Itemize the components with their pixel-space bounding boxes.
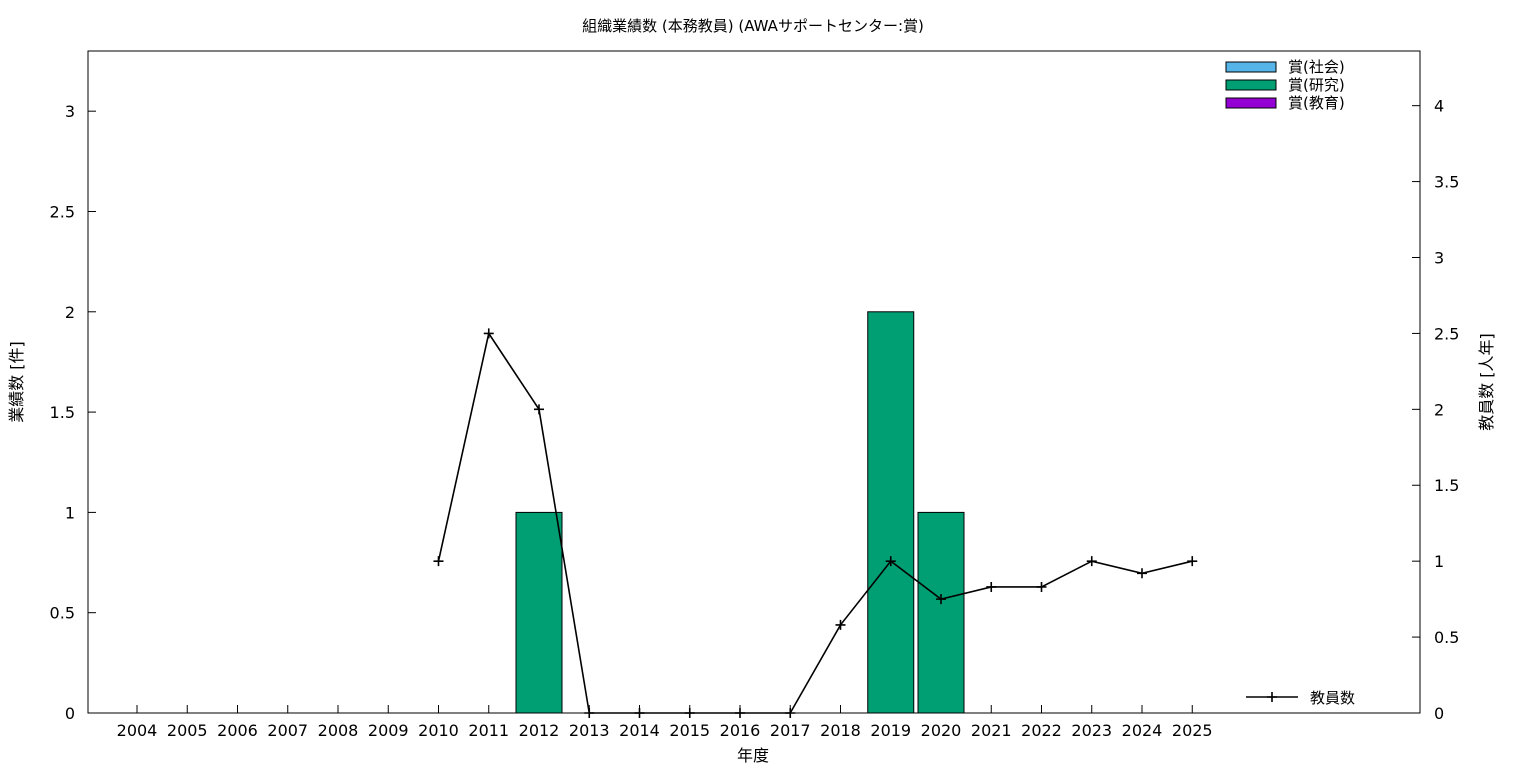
line-series: [433, 328, 1198, 718]
line-path: [437, 331, 1193, 714]
line-point: [835, 619, 846, 630]
y-tick-label: 0: [65, 704, 75, 723]
y-tick-label: 0.5: [50, 604, 75, 623]
y2-tick-label: 1: [1434, 552, 1444, 571]
line-point: [1086, 556, 1097, 567]
line-point: [1187, 556, 1198, 567]
legend-swatch: [1225, 61, 1277, 73]
y-tick-label: 2.5: [50, 202, 75, 221]
x-tick-label: 2019: [870, 721, 911, 740]
x-tick-label: 2015: [669, 721, 710, 740]
x-axis: 2004 2005 2006 2007 2008 2009 2010 2011 2012 2013…: [117, 705, 1213, 740]
y2-tick-label: 4: [1434, 97, 1444, 116]
y-axis: 0 0.5 1 1.5 2 2.5 3: [50, 102, 96, 723]
x-tick-label: 2010: [418, 721, 459, 740]
y2-axis: 0 0.5 1 1.5 2 2.5 3 3.5 4: [1412, 97, 1459, 723]
legend-bars: 賞(社会)賞(研究)賞(教育): [1225, 58, 1345, 112]
line-point: [936, 594, 946, 605]
x-tick-label: 2014: [619, 721, 660, 740]
legend-line: 教員数: [1246, 689, 1355, 707]
legend-line-marker: [1267, 692, 1277, 702]
line-point: [986, 581, 997, 592]
y2-tick-label: 0: [1434, 704, 1444, 723]
line-point: [1036, 581, 1047, 592]
line-point: [684, 708, 695, 718]
x-tick-label: 2006: [217, 721, 258, 740]
y2-tick-label: 2.5: [1434, 324, 1459, 343]
bar-series: [515, 311, 965, 714]
x-tick-label: 2004: [117, 721, 158, 740]
x-tick-label: 2017: [770, 721, 811, 740]
x-tick-label: 2016: [720, 721, 761, 740]
line-point: [735, 708, 745, 718]
x-tick-label: 2012: [519, 721, 560, 740]
y-tick-label: 1.5: [50, 403, 75, 422]
legend-swatch: [1225, 97, 1277, 109]
x-tick-label: 2025: [1172, 721, 1213, 740]
y2-tick-label: 1.5: [1434, 476, 1459, 495]
line-point: [584, 708, 595, 718]
x-tick-label: 2008: [318, 721, 359, 740]
x-axis-label: 年度: [737, 746, 769, 765]
x-tick-label: 2024: [1122, 721, 1163, 740]
x-tick-label: 2018: [820, 721, 861, 740]
x-tick-label: 2023: [1071, 721, 1112, 740]
x-tick-label: 2022: [1021, 721, 1062, 740]
legend-label: 賞(教育): [1288, 94, 1345, 112]
chart-title: 組織業績数 (本務教員) (AWAサポートセンター:賞): [582, 17, 924, 35]
line-point: [634, 708, 645, 718]
y-tick-label: 3: [65, 102, 75, 121]
y2-tick-label: 3.5: [1434, 173, 1459, 192]
legend-swatch: [1225, 79, 1277, 91]
bar: [867, 311, 915, 714]
y-tick-label: 1: [65, 503, 75, 522]
legend-label: 賞(研究): [1288, 76, 1345, 94]
line-point: [483, 328, 494, 339]
x-tick-label: 2011: [468, 721, 509, 740]
legend-label: 教員数: [1310, 689, 1355, 707]
y2-tick-label: 2: [1434, 400, 1444, 419]
bar: [515, 511, 563, 714]
y2-tick-label: 0.5: [1434, 628, 1459, 647]
legend-label: 賞(社会): [1288, 58, 1345, 76]
x-tick-label: 2005: [167, 721, 208, 740]
line-point: [534, 404, 544, 415]
x-tick-label: 2013: [569, 721, 610, 740]
x-tick-label: 2007: [267, 721, 308, 740]
x-tick-label: 2009: [368, 721, 409, 740]
line-point: [433, 556, 444, 567]
y2-axis-label: 教員数 [人年]: [1477, 333, 1496, 431]
line-point: [785, 708, 796, 718]
line-point: [1137, 568, 1147, 579]
y2-tick-label: 3: [1434, 248, 1444, 267]
y-axis-label: 業績数 [件]: [7, 341, 26, 423]
x-tick-label: 2021: [971, 721, 1012, 740]
bar: [917, 511, 965, 714]
line-point: [885, 556, 896, 567]
y-tick-label: 2: [65, 303, 75, 322]
plot-frame: [87, 50, 1421, 714]
x-tick-label: 2020: [921, 721, 962, 740]
